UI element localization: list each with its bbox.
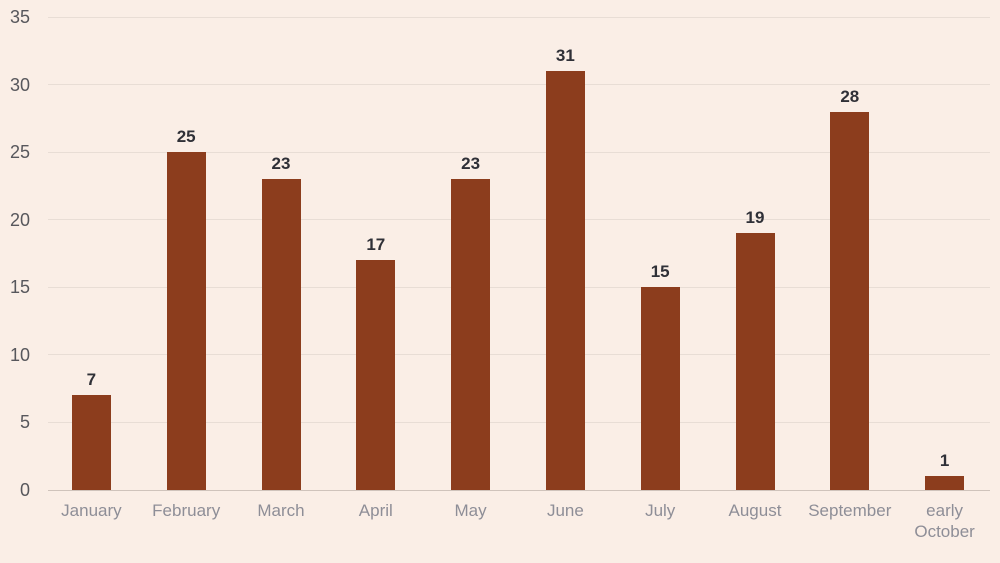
bar-value-label: 31 [555, 46, 575, 66]
bar-value-label: 1 [939, 451, 950, 471]
bar [356, 260, 396, 490]
bar-value-label: 23 [271, 154, 291, 174]
bar [925, 476, 965, 490]
gridline [48, 286, 990, 288]
bar-value-label: 23 [461, 154, 481, 174]
bar-value-label: 15 [650, 262, 670, 282]
bar [830, 111, 870, 490]
y-axis-tick-label: 35 [9, 7, 30, 27]
bar [166, 152, 206, 490]
bar [451, 179, 491, 490]
y-axis-tick-label: 0 [19, 480, 30, 500]
x-axis-tick-label: March [257, 501, 305, 520]
gridline [48, 16, 990, 18]
bar [71, 395, 111, 490]
x-axis-tick-label: February [152, 501, 221, 520]
gridline [48, 84, 990, 86]
bar [640, 287, 680, 490]
gridline [48, 354, 990, 356]
x-axis-tick-label: June [546, 501, 584, 520]
x-axis-tick-label: early October [914, 501, 975, 541]
bar-value-label: 25 [176, 127, 196, 147]
x-axis-tick-label: July [645, 501, 676, 520]
bar-value-label: 7 [86, 370, 97, 390]
y-axis-tick-label: 25 [9, 142, 30, 163]
y-axis-tick-label: 15 [9, 277, 30, 298]
bar-value-label: 17 [366, 235, 386, 255]
y-axis-tick-label: 20 [9, 209, 30, 230]
x-axis-tick-label: April [358, 501, 393, 520]
x-axis-tick-label: May [454, 501, 487, 520]
gridline [48, 421, 990, 423]
x-axis-tick-label: January [61, 501, 122, 520]
bar [261, 179, 301, 490]
bar [545, 71, 585, 490]
x-axis-tick-label: August [728, 501, 782, 520]
gridline [48, 489, 990, 491]
bar-value-label: 19 [745, 208, 765, 228]
y-axis-tick-label: 5 [19, 412, 30, 433]
x-axis-tick-label: September [808, 501, 892, 520]
gridline [48, 219, 990, 221]
y-axis-tick-label: 30 [9, 74, 30, 95]
bar [735, 233, 775, 490]
y-axis-tick-label: 10 [9, 344, 30, 365]
gridline [48, 151, 990, 153]
bar-value-label: 28 [840, 86, 860, 106]
